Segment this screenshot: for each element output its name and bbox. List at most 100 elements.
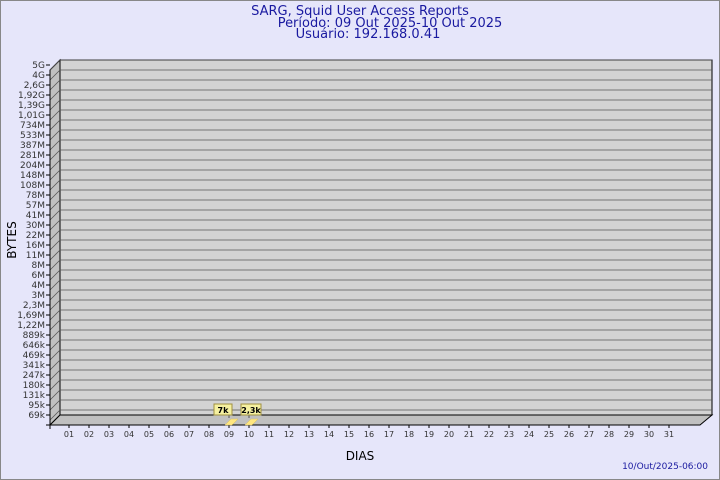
- gridline-side: [49, 279, 61, 291]
- timestamp: 10/Out/2025-06:00: [622, 462, 708, 472]
- y-tick-label: 1,22M: [17, 321, 45, 331]
- y-tick-label: 1,01G: [18, 111, 45, 121]
- x-axis-label: DIAS: [346, 449, 375, 463]
- x-tick-label: 02: [84, 430, 94, 439]
- y-tick-label: 6M: [32, 271, 46, 281]
- gridline-side: [49, 79, 61, 91]
- y-tick-label: 646k: [23, 341, 46, 351]
- x-tick-label: 03: [104, 430, 114, 439]
- gridline-side: [49, 199, 61, 211]
- x-tick-label: 18: [404, 430, 414, 439]
- x-tick-label: 20: [444, 430, 454, 439]
- x-tick-label: 09: [224, 430, 234, 439]
- gridline-side: [49, 219, 61, 231]
- x-tick-label: 27: [584, 430, 594, 439]
- gridline-side: [49, 229, 61, 241]
- y-tick-label: 30M: [26, 221, 45, 231]
- x-tick-label: 01: [64, 430, 74, 439]
- x-tick-label: 21: [464, 430, 474, 439]
- gridline-side: [49, 299, 61, 311]
- gridline-side: [49, 309, 61, 321]
- y-tick-label: 16M: [26, 241, 45, 251]
- chart-user: Usuário: 192.168.0.41: [295, 27, 441, 42]
- y-tick-label: 4G: [32, 71, 45, 81]
- x-tick-label: 30: [644, 430, 654, 439]
- gridline-side: [49, 239, 61, 251]
- gridline-side: [49, 69, 61, 81]
- y-tick-label: 2,6G: [24, 81, 45, 91]
- plot-floor: [48, 414, 714, 426]
- x-tick-label: 05: [144, 430, 154, 439]
- bar-label-box: [240, 403, 262, 416]
- gridline-side: [49, 339, 61, 351]
- y-tick-label: 3M: [32, 291, 46, 301]
- x-tick-label: 14: [324, 430, 334, 439]
- gridline-side: [49, 349, 61, 361]
- gridline-side: [49, 129, 61, 141]
- bar-label-box: [213, 403, 233, 416]
- gridline-side: [49, 389, 61, 401]
- gridline-side: [49, 59, 61, 71]
- y-tick-label: 148M: [20, 171, 45, 181]
- y-tick-label: 469k: [23, 351, 46, 361]
- gridline-side: [49, 259, 61, 271]
- x-tick-label: 12: [284, 430, 294, 439]
- x-tick-label: 10: [244, 430, 254, 439]
- gridline-side: [49, 169, 61, 181]
- gridline-side: [49, 319, 61, 331]
- x-tick-label: 11: [264, 430, 274, 439]
- gridline-side: [49, 209, 61, 221]
- y-tick-label: 247k: [23, 371, 46, 381]
- x-tick-label: 13: [304, 430, 314, 439]
- bar-label: 7k: [218, 406, 230, 415]
- y-tick-label: 22M: [26, 231, 45, 241]
- x-tick-label: 28: [604, 430, 614, 439]
- x-tick-label: 31: [664, 430, 674, 439]
- x-tick-label: 22: [484, 430, 494, 439]
- x-tick-label: 07: [184, 430, 194, 439]
- gridline-side: [49, 409, 61, 421]
- gridline-side: [49, 99, 61, 111]
- y-tick-label: 108M: [20, 181, 45, 191]
- gridline-side: [49, 359, 61, 371]
- x-tick-label: 23: [504, 430, 514, 439]
- gridline-side: [49, 379, 61, 391]
- y-tick-label: 180k: [23, 381, 46, 391]
- x-tick-label: 04: [124, 430, 134, 439]
- gridline-side: [49, 109, 61, 121]
- y-tick-label: 204M: [20, 161, 45, 171]
- y-tick-label: 41M: [26, 211, 45, 221]
- chart-title: SARG, Squid User Access Reports: [251, 4, 469, 19]
- chart-period: Período: 09 Out 2025-10 Out 2025: [277, 16, 503, 31]
- y-tick-label: 734M: [20, 121, 45, 131]
- y-tick-label: 57M: [26, 201, 45, 211]
- y-tick-label: 5G: [32, 61, 45, 71]
- gridline-side: [49, 189, 61, 201]
- gridline-side: [49, 249, 61, 261]
- y-tick-label: 8M: [32, 261, 46, 271]
- y-tick-label: 11M: [26, 251, 45, 261]
- gridline-side: [49, 149, 61, 161]
- y-tick-label: 95k: [28, 401, 45, 411]
- x-tick-label: 06: [164, 430, 174, 439]
- gridline-side: [49, 369, 61, 381]
- gridline-side: [49, 399, 61, 411]
- x-tick-label: 15: [344, 430, 354, 439]
- y-tick-label: 131k: [23, 391, 46, 401]
- x-tick-label: 16: [364, 430, 374, 439]
- y-tick-label: 387M: [20, 141, 45, 151]
- plot-back-wall: [59, 59, 713, 416]
- y-tick-label: 341k: [23, 361, 46, 371]
- y-tick-label: 1,39G: [18, 101, 45, 111]
- y-tick-label: 78M: [26, 191, 45, 201]
- gridline-side: [49, 329, 61, 341]
- y-tick-label: 1,69M: [17, 311, 45, 321]
- y-tick-label: 2,3M: [23, 301, 45, 311]
- gridline-side: [49, 89, 61, 101]
- gridline-side: [49, 139, 61, 151]
- x-tick-label: 26: [564, 430, 574, 439]
- gridline-side: [49, 289, 61, 301]
- gridline-side: [49, 179, 61, 191]
- x-tick-label: 08: [204, 430, 214, 439]
